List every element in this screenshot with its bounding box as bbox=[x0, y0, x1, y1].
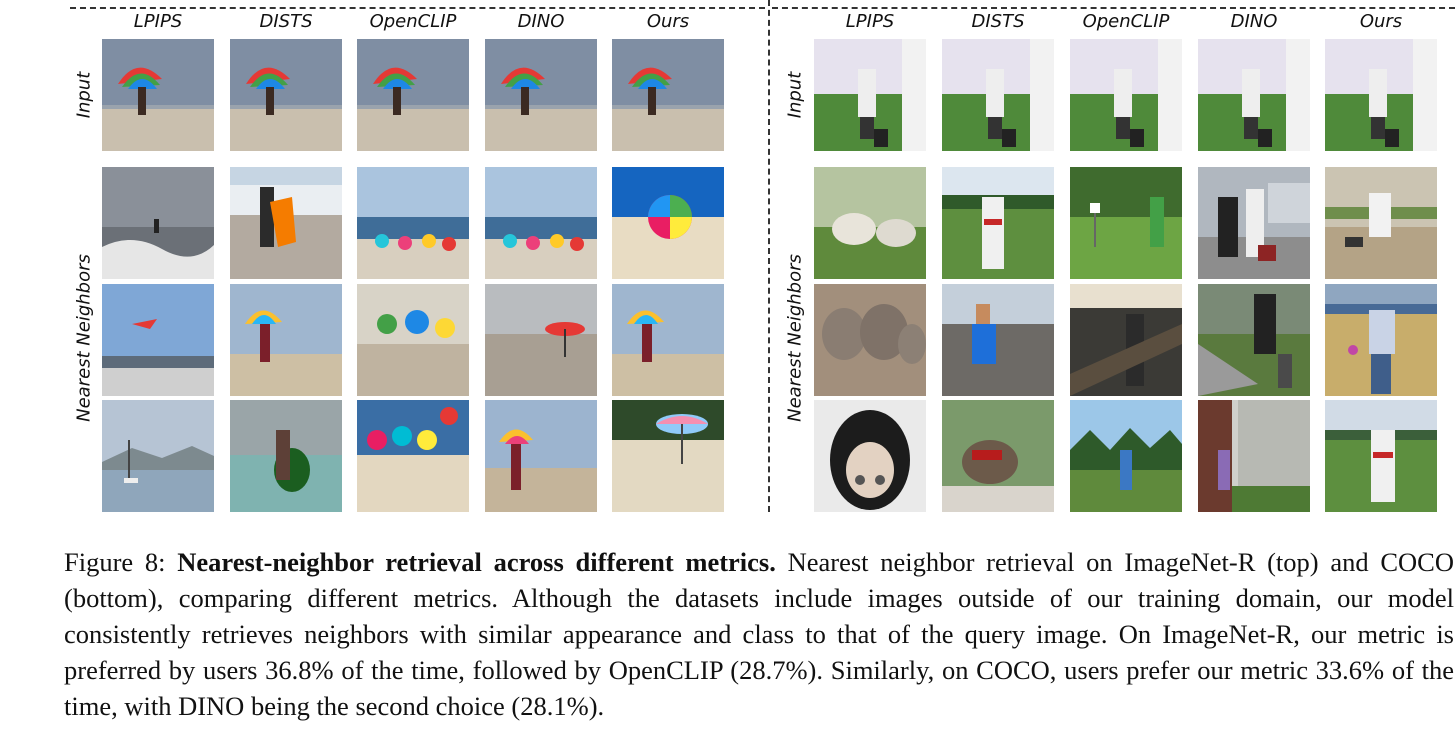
left-row-label-neighbors: Nearest Neighbors bbox=[73, 254, 95, 422]
right-neighbor-dists-1 bbox=[942, 167, 1054, 279]
right-col-header-dino: DINO bbox=[1230, 11, 1278, 32]
left-neighbor-lpips-2 bbox=[102, 284, 214, 396]
right-neighbor-dists-2 bbox=[942, 284, 1054, 396]
right-row-label-input: Input bbox=[784, 71, 806, 119]
right-neighbor-lpips-2 bbox=[814, 284, 926, 396]
right-input-image-openclip bbox=[1070, 39, 1182, 151]
left-input-image-openclip bbox=[357, 39, 469, 151]
left-neighbor-dino-3 bbox=[485, 400, 597, 512]
right-input-image-dino bbox=[1198, 39, 1310, 151]
left-input-image-dists bbox=[230, 39, 342, 151]
right-input-image-dists bbox=[942, 39, 1054, 151]
left-col-header-dino: DINO bbox=[517, 11, 565, 32]
center-dashed-divider bbox=[768, 0, 770, 512]
left-neighbor-openclip-2 bbox=[357, 284, 469, 396]
figure-number: Figure 8: bbox=[64, 547, 166, 577]
right-col-header-lpips: LPIPS bbox=[845, 11, 895, 32]
left-neighbor-openclip-1 bbox=[357, 167, 469, 279]
left-neighbor-ours-2 bbox=[612, 284, 724, 396]
right-neighbor-lpips-3 bbox=[814, 400, 926, 512]
right-neighbor-openclip-1 bbox=[1070, 167, 1182, 279]
left-neighbor-dists-1 bbox=[230, 167, 342, 279]
left-col-header-lpips: LPIPS bbox=[133, 11, 183, 32]
right-col-header-dists: DISTS bbox=[971, 11, 1025, 32]
left-neighbor-lpips-3 bbox=[102, 400, 214, 512]
right-neighbor-dino-1 bbox=[1198, 167, 1310, 279]
right-col-header-ours: Ours bbox=[1359, 11, 1403, 32]
left-neighbor-dists-3 bbox=[230, 400, 342, 512]
left-neighbor-dists-2 bbox=[230, 284, 342, 396]
left-neighbor-dino-2 bbox=[485, 284, 597, 396]
right-neighbor-ours-2 bbox=[1325, 284, 1437, 396]
right-col-header-openclip: OpenCLIP bbox=[1082, 11, 1170, 32]
right-input-image-ours bbox=[1325, 39, 1437, 151]
right-neighbor-lpips-1 bbox=[814, 167, 926, 279]
right-neighbor-openclip-2 bbox=[1070, 284, 1182, 396]
right-neighbor-openclip-3 bbox=[1070, 400, 1182, 512]
left-col-header-dists: DISTS bbox=[259, 11, 313, 32]
figure-caption-title: Nearest-neighbor retrieval across differ… bbox=[177, 547, 776, 577]
right-input-image-lpips bbox=[814, 39, 926, 151]
left-row-label-input: Input bbox=[73, 71, 95, 119]
left-neighbor-ours-3 bbox=[612, 400, 724, 512]
left-neighbor-openclip-3 bbox=[357, 400, 469, 512]
top-dashed-divider-left bbox=[70, 7, 765, 9]
top-dashed-divider-right bbox=[772, 7, 1455, 9]
right-neighbor-dists-3 bbox=[942, 400, 1054, 512]
left-neighbor-ours-1 bbox=[612, 167, 724, 279]
right-neighbor-ours-3 bbox=[1325, 400, 1437, 512]
left-input-image-ours bbox=[612, 39, 724, 151]
right-row-label-neighbors: Nearest Neighbors bbox=[784, 254, 806, 422]
right-neighbor-ours-1 bbox=[1325, 167, 1437, 279]
left-neighbor-lpips-1 bbox=[102, 167, 214, 279]
left-input-image-dino bbox=[485, 39, 597, 151]
figure-caption: Figure 8: Nearest-neighbor retrieval acr… bbox=[64, 544, 1454, 724]
left-col-header-ours: Ours bbox=[646, 11, 690, 32]
left-col-header-openclip: OpenCLIP bbox=[369, 11, 457, 32]
right-neighbor-dino-3 bbox=[1198, 400, 1310, 512]
figure-caption-body: Nearest neighbor retrieval on ImageNet-R… bbox=[64, 547, 1454, 721]
left-input-image-lpips bbox=[102, 39, 214, 151]
left-neighbor-dino-1 bbox=[485, 167, 597, 279]
right-neighbor-dino-2 bbox=[1198, 284, 1310, 396]
